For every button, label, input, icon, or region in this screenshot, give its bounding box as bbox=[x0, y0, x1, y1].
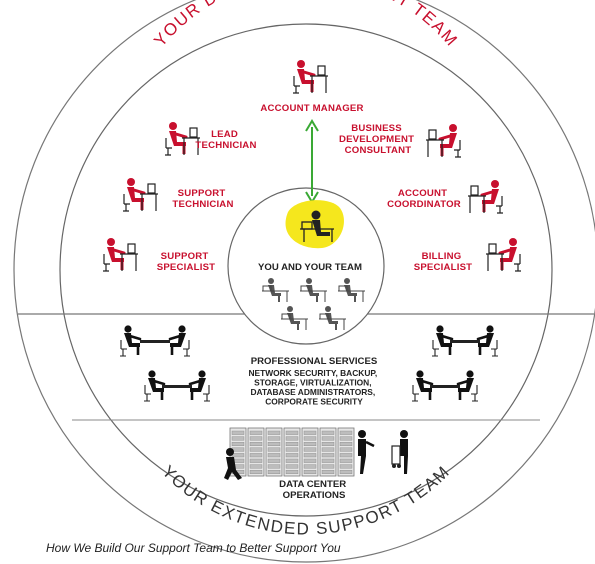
professional-services-right-icons bbox=[410, 324, 500, 403]
professional-services-left-icons bbox=[118, 324, 212, 403]
professional-services-details: NETWORK SECURITY, BACKUP, STORAGE, VIRTU… bbox=[248, 368, 379, 407]
arc-title-top: YOUR DEDICATED ACCOUNT TEAM bbox=[150, 0, 461, 50]
lead-technician-label: LEAD TECHNICIAN bbox=[195, 129, 256, 151]
account-manager-label: ACCOUNT MANAGER bbox=[260, 103, 363, 114]
outer-ring bbox=[13, 0, 595, 563]
billing-specialist-icon bbox=[486, 238, 521, 271]
figure-caption: How We Build Our Support Team to Better … bbox=[46, 541, 341, 555]
account-coordinator-icon bbox=[468, 180, 503, 213]
center-label: YOU AND YOUR TEAM bbox=[258, 262, 362, 273]
data-center-label: DATA CENTER OPERATIONS bbox=[279, 479, 349, 501]
business-development-label: BUSINESS DEVELOPMENT CONSULTANT bbox=[339, 123, 417, 156]
you-icon bbox=[300, 210, 334, 242]
support-technician-label: SUPPORT TECHNICIAN bbox=[172, 188, 233, 210]
support-technician-icon bbox=[121, 176, 160, 213]
billing-specialist-label: BILLING SPECIALIST bbox=[414, 251, 473, 273]
support-specialist-icon bbox=[101, 236, 140, 273]
data-center-technician-right-icon bbox=[391, 430, 408, 474]
business-development-icon bbox=[426, 124, 461, 157]
support-specialist-label: SUPPORT SPECIALIST bbox=[157, 251, 216, 273]
account-coordinator-label: ACCOUNT COORDINATOR bbox=[387, 188, 461, 210]
professional-services-title: PROFESSIONAL SERVICES bbox=[251, 356, 378, 367]
data-center-technician-mid-icon bbox=[358, 430, 375, 474]
server-racks-icon bbox=[229, 427, 355, 477]
account-manager-icon bbox=[291, 58, 330, 95]
data-center-technician-left-icon bbox=[224, 448, 242, 480]
center-circle bbox=[227, 187, 385, 345]
inner-ring bbox=[59, 23, 553, 517]
